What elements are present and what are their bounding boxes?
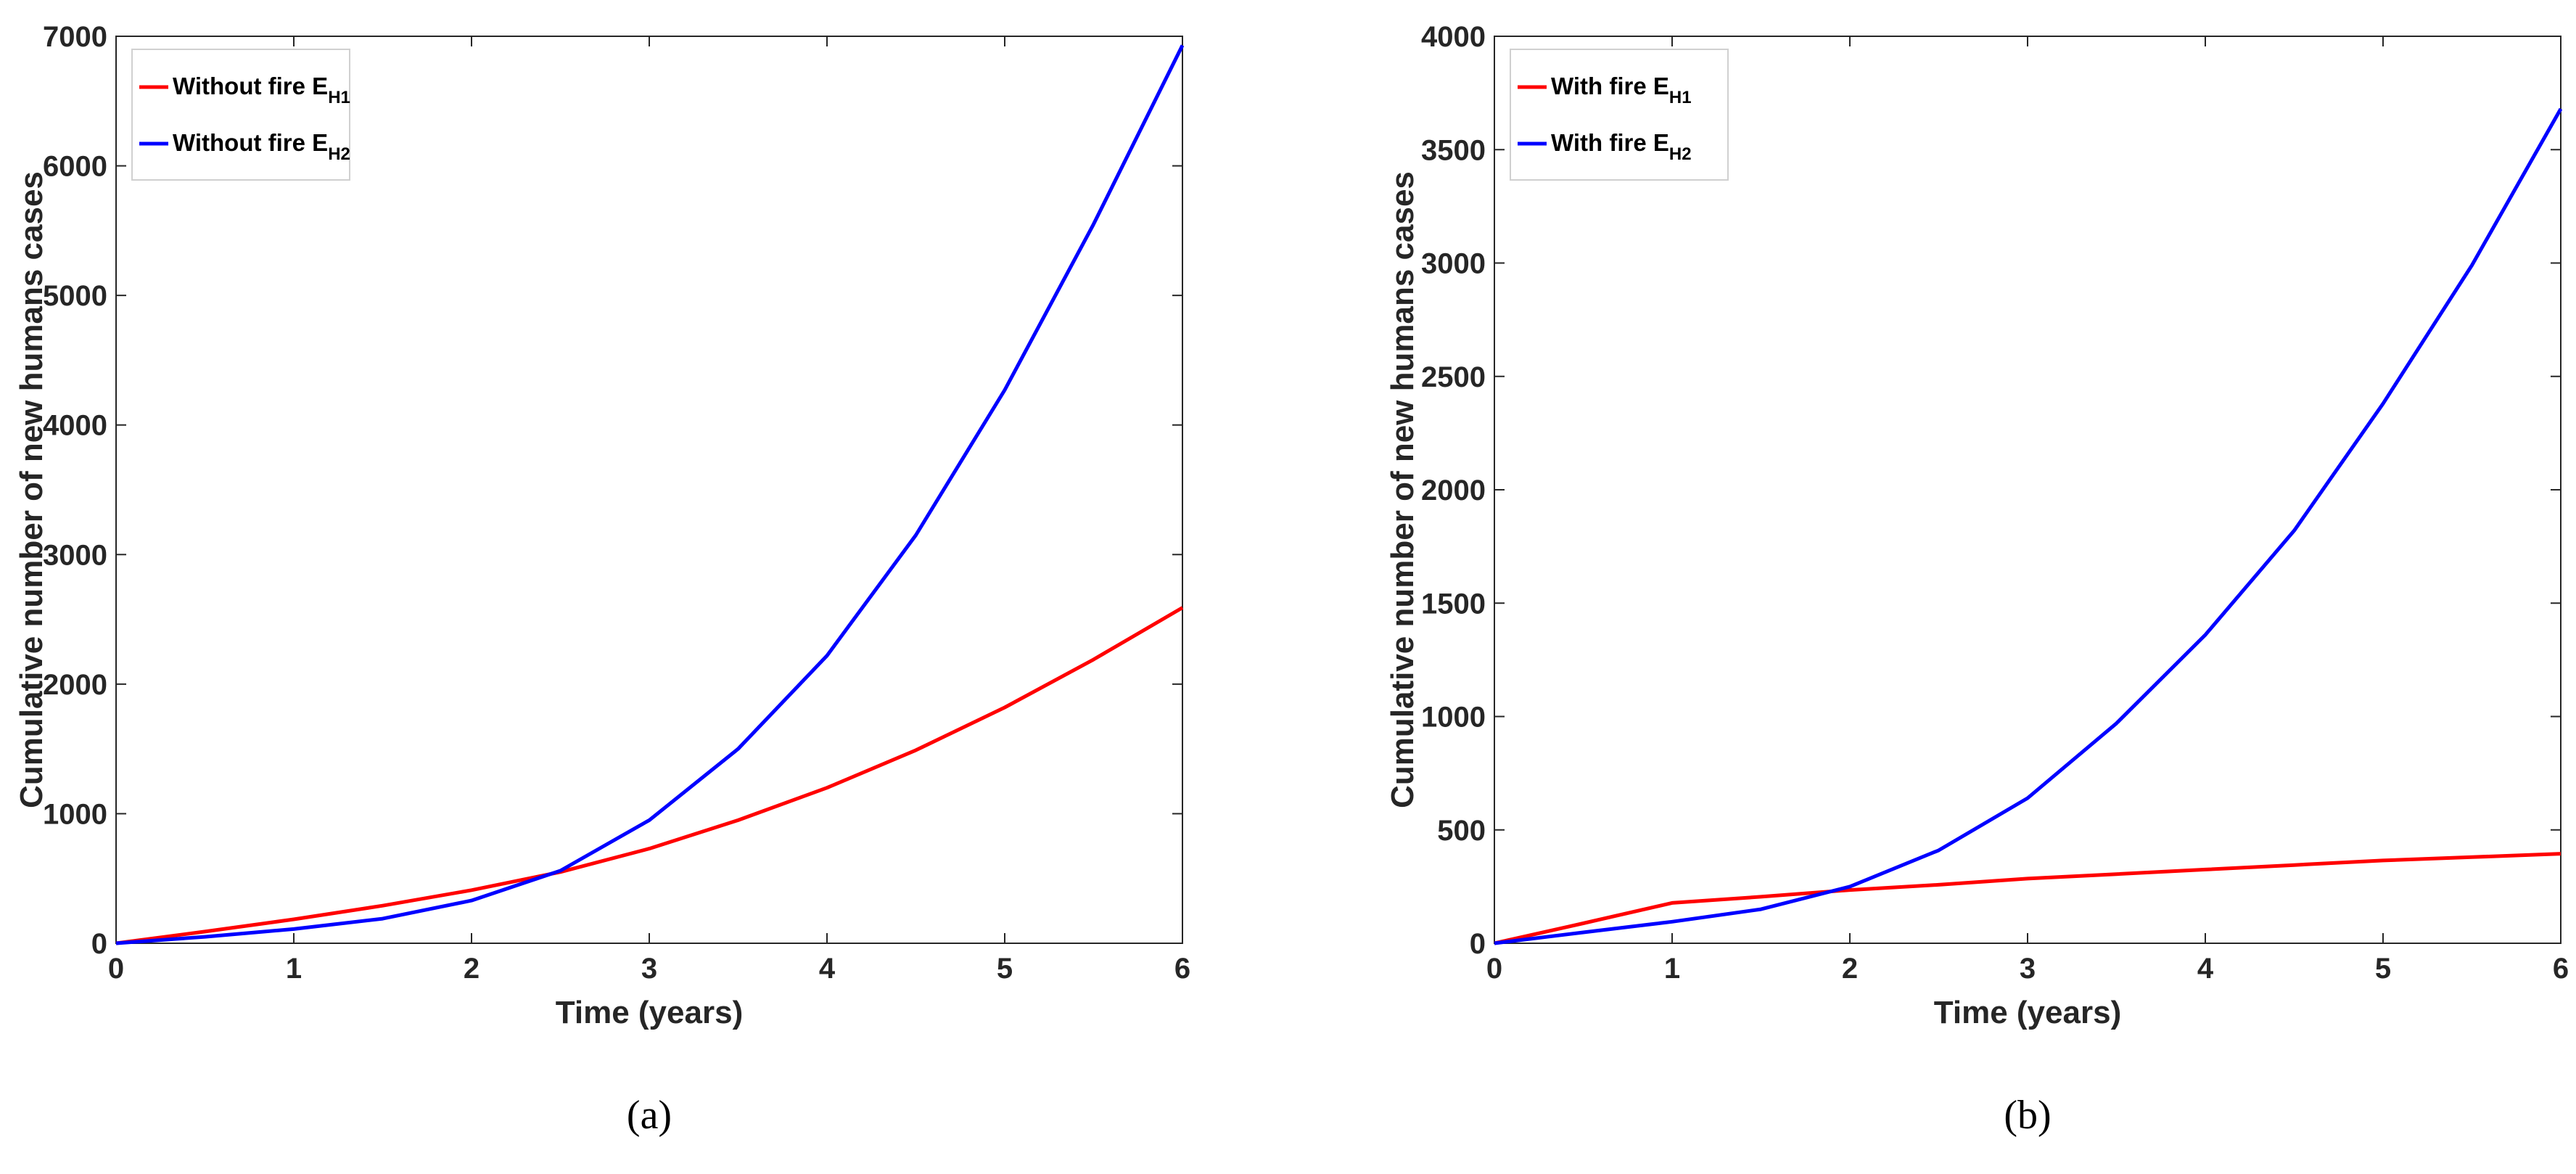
x-tick-label: 4 xyxy=(819,953,836,985)
y-tick-label: 500 xyxy=(1437,815,1486,847)
x-tick-label: 3 xyxy=(2020,953,2036,985)
chart-a: 0 1 2 3 4 5 6 0 1000 2000 3000 4000 5000 6000 7000 Time… xyxy=(14,21,1190,1138)
x-axis-label: Time (years) xyxy=(556,995,743,1030)
chart-b: 0 1 2 3 4 5 6 0 500 1000 1500 2000 2500 3000 3500 4000 T… xyxy=(1385,21,2569,1138)
y-tick-label: 7000 xyxy=(43,21,107,53)
y-tick-label: 1000 xyxy=(1421,702,1486,734)
figure-caption: (b) xyxy=(2004,1093,2051,1138)
x-tick-label: 5 xyxy=(2375,953,2391,985)
legend-entry-h1: Without fire EH1 xyxy=(173,73,350,107)
x-axis-label: Time (years) xyxy=(1934,995,2121,1030)
series-line-h1 xyxy=(115,606,1184,945)
x-tick-label: 0 xyxy=(108,953,124,985)
legend-box xyxy=(131,49,350,181)
y-tick-label: 1000 xyxy=(43,798,107,830)
legend-entry-h1: With fire EH1 xyxy=(1551,73,1692,107)
legend-entry-name: With fire E xyxy=(1551,129,1669,156)
legend-entry-name: With fire E xyxy=(1551,73,1669,99)
y-tick-label: 6000 xyxy=(43,151,107,183)
plot-area xyxy=(115,36,1183,944)
y-tick-label: 2000 xyxy=(43,669,107,701)
y-tick-label: 4000 xyxy=(1421,21,1486,53)
x-tick-label: 6 xyxy=(1174,953,1190,985)
y-tick-label: 1500 xyxy=(1421,588,1486,620)
legend-entry-subscript: H1 xyxy=(328,88,350,107)
series-line-h2 xyxy=(1494,107,2563,945)
y-tick-label: 2000 xyxy=(1421,475,1486,506)
x-tick-label: 3 xyxy=(641,953,657,985)
y-axis-label: Cumulative number of new humans cases xyxy=(1385,171,1420,808)
y-tick-label: 3000 xyxy=(1421,248,1486,280)
legend-entry-subscript: H2 xyxy=(328,144,350,164)
legend-entry-name: Without fire E xyxy=(173,73,328,99)
y-axis-label: Cumulative number of new humans cases xyxy=(14,171,49,808)
legend-entry-name: Without fire E xyxy=(173,129,328,156)
x-tick-label: 2 xyxy=(464,953,480,985)
y-tick-label: 4000 xyxy=(43,410,107,442)
plot-area xyxy=(1494,36,2561,944)
legend-entry-subscript: H2 xyxy=(1669,144,1692,164)
y-tick-label: 5000 xyxy=(43,280,107,312)
x-tick-label: 5 xyxy=(997,953,1013,985)
legend-entry-h2: With fire EH2 xyxy=(1551,129,1692,164)
y-tick-label: 2500 xyxy=(1421,361,1486,393)
y-tick-label: 3500 xyxy=(1421,134,1486,166)
figure-caption: (a) xyxy=(627,1093,672,1138)
legend-entry-subscript: H1 xyxy=(1669,88,1692,107)
legend-entry-h2: Without fire EH2 xyxy=(173,129,350,164)
x-tick-label: 2 xyxy=(1842,953,1858,985)
x-tick-label: 1 xyxy=(1664,953,1680,985)
series-line-h2 xyxy=(115,44,1185,945)
series-line-h1 xyxy=(1494,852,2561,945)
x-tick-label: 1 xyxy=(286,953,302,985)
legend-box xyxy=(1510,49,1729,181)
y-tick-label: 0 xyxy=(91,928,107,960)
y-tick-label: 0 xyxy=(1470,928,1486,960)
x-tick-label: 6 xyxy=(2553,953,2569,985)
x-tick-label: 4 xyxy=(2197,953,2214,985)
y-tick-label: 3000 xyxy=(43,539,107,571)
x-tick-label: 0 xyxy=(1486,953,1502,985)
